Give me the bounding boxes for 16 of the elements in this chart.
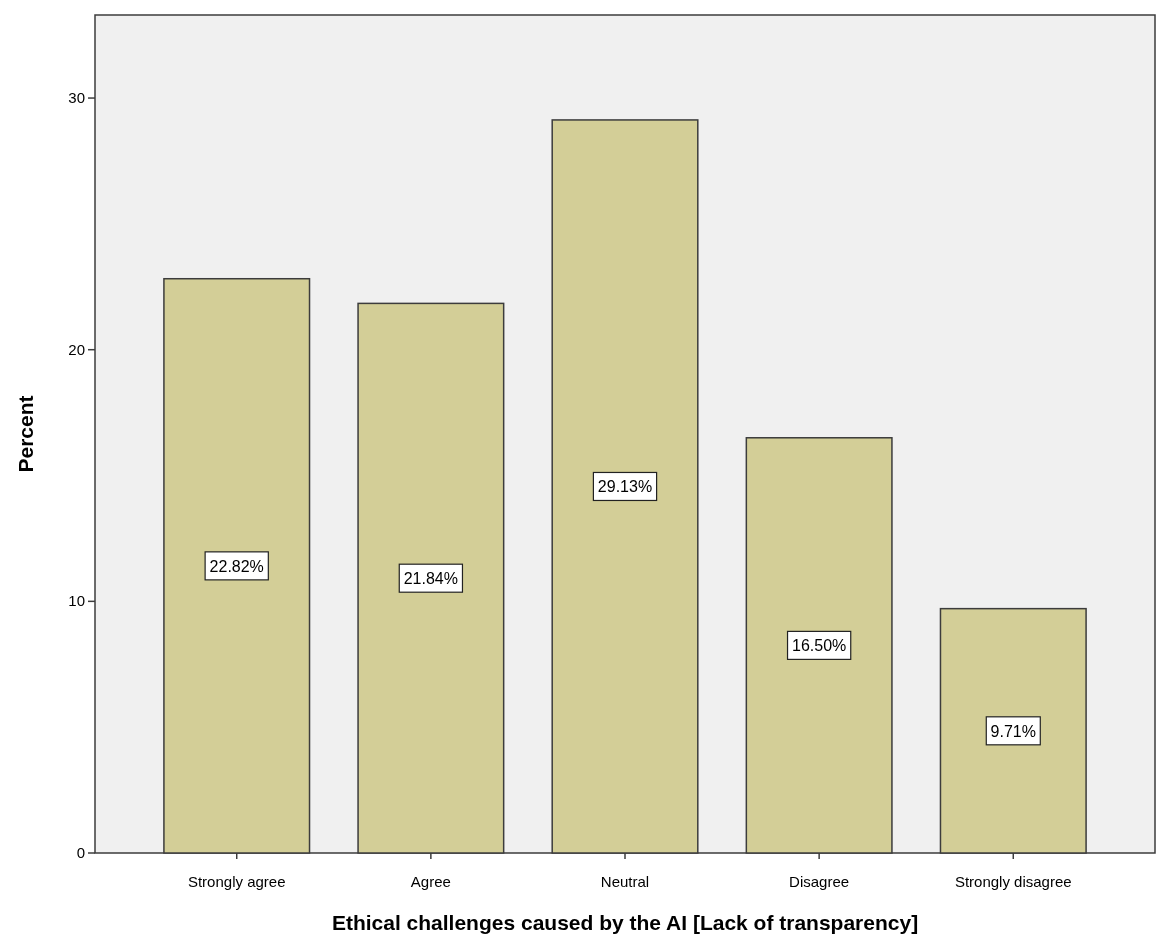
y-tick-label: 30 bbox=[68, 89, 85, 107]
data-label: 16.50% bbox=[792, 637, 847, 655]
x-axis-title: Ethical challenges caused by the AI [Lack of transparency] bbox=[331, 911, 919, 934]
x-tick-label: Neutral bbox=[600, 873, 650, 890]
y-tick-label: 20 bbox=[68, 340, 85, 358]
y-axis-title: Percent bbox=[14, 395, 37, 473]
x-tick-label: Strongly agree bbox=[187, 873, 286, 890]
x-tick-label: Strongly disagree bbox=[954, 873, 1072, 890]
data-label: 22.82% bbox=[209, 557, 264, 575]
data-label: 29.13% bbox=[597, 478, 653, 496]
x-tick-label: Agree bbox=[410, 873, 451, 890]
data-label: 21.84% bbox=[403, 570, 458, 588]
y-tick-label: 10 bbox=[68, 592, 85, 610]
y-tick-label: 0 bbox=[76, 844, 85, 861]
x-tick-label: Disagree bbox=[789, 873, 850, 890]
data-label: 9.71% bbox=[990, 722, 1036, 740]
